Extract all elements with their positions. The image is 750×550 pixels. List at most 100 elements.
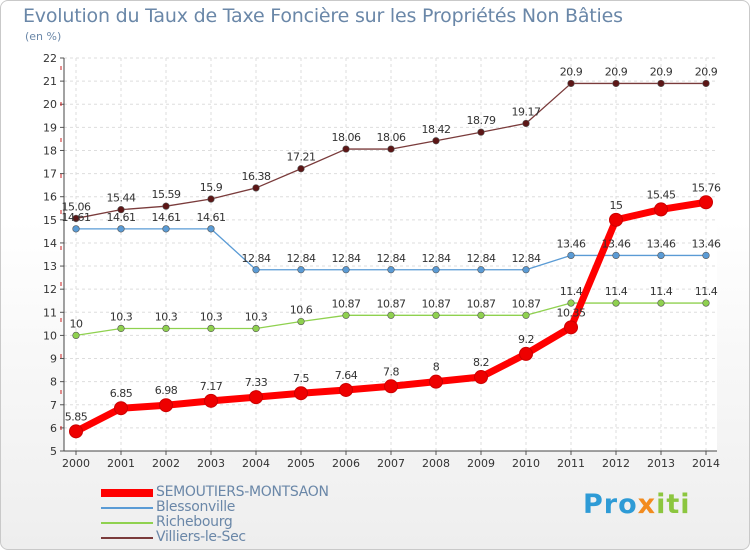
data-point xyxy=(342,266,350,274)
data-point xyxy=(609,212,623,227)
y-tick-label: 5 xyxy=(50,445,57,458)
series-richebourg xyxy=(72,299,710,340)
legend-swatch xyxy=(101,522,153,524)
legend-swatch xyxy=(101,507,153,509)
data-point xyxy=(657,299,665,307)
data-label: 15.45 xyxy=(647,188,676,201)
data-point xyxy=(432,266,440,274)
data-point xyxy=(207,225,215,233)
data-point xyxy=(522,119,530,128)
data-point xyxy=(519,346,533,361)
data-point xyxy=(564,320,578,335)
x-tick-label: 2001 xyxy=(107,457,135,470)
data-point xyxy=(522,266,530,274)
y-tick-label: 12 xyxy=(43,283,57,296)
y-tick-label: 6 xyxy=(50,422,57,435)
data-label: 15.06 xyxy=(62,200,91,213)
data-point xyxy=(69,424,83,439)
data-label: 12.84 xyxy=(377,252,406,265)
legend-swatch xyxy=(101,537,153,539)
data-label: 10.87 xyxy=(422,297,451,310)
data-point xyxy=(162,324,170,333)
data-label: 10.87 xyxy=(332,297,361,310)
data-point xyxy=(567,251,575,260)
data-point xyxy=(387,266,395,274)
data-label: 11.4 xyxy=(650,285,673,298)
y-tick-label: 16 xyxy=(43,191,57,204)
data-label: 10.3 xyxy=(200,310,223,323)
data-point xyxy=(252,266,260,274)
data-label: 15.59 xyxy=(152,188,181,201)
legend-label: SEMOUTIERS-MONTSAON xyxy=(156,484,329,500)
data-label: 11.4 xyxy=(605,285,628,298)
data-label: 10.6 xyxy=(290,304,313,317)
data-label: 5.85 xyxy=(65,410,88,423)
data-point xyxy=(522,311,530,319)
data-label: 15.44 xyxy=(107,192,136,205)
x-tick-label: 2007 xyxy=(377,457,405,470)
data-label: 7.64 xyxy=(335,369,358,382)
data-label: 20.9 xyxy=(560,65,583,78)
data-label: 10.3 xyxy=(245,310,268,323)
data-point xyxy=(477,311,485,319)
data-point xyxy=(114,401,128,416)
data-point xyxy=(339,382,353,397)
data-label: 14.61 xyxy=(152,211,181,224)
data-point xyxy=(432,137,440,145)
data-label-layer: 5.85 6.85 6.98 7.17 7.33 7.5 7.64 7.8 8 8.2 9.2 10.… xyxy=(62,65,722,423)
data-label: 7.5 xyxy=(293,372,309,385)
y-tick-label: 21 xyxy=(43,75,57,88)
data-label: 8.2 xyxy=(473,356,489,369)
legend-label: Blessonville xyxy=(156,499,236,515)
x-tick-label: 2013 xyxy=(647,457,675,470)
data-label: 17.21 xyxy=(287,151,316,164)
data-label: 16.38 xyxy=(242,170,271,183)
y-tick-label: 15 xyxy=(43,214,57,227)
data-point xyxy=(429,374,443,389)
data-label: 20.9 xyxy=(605,65,628,78)
data-point xyxy=(702,251,710,260)
data-label: 14.61 xyxy=(197,211,226,224)
data-label: 15 xyxy=(610,199,623,212)
data-point xyxy=(567,299,575,307)
data-point xyxy=(252,184,260,192)
y-tick-label: 9 xyxy=(50,353,57,366)
data-point xyxy=(384,379,398,394)
logo-part-2: x xyxy=(637,489,657,520)
legend-label: Villiers-le-Sec xyxy=(156,529,246,545)
data-point xyxy=(657,251,665,260)
x-tick-label: 2008 xyxy=(422,457,450,470)
data-label: 13.46 xyxy=(692,237,721,250)
proxiti-logo: Proxiti xyxy=(583,489,691,520)
data-point xyxy=(72,214,80,223)
data-point xyxy=(612,299,620,307)
x-tick-label: 2009 xyxy=(467,457,495,470)
data-label: 10.87 xyxy=(377,297,406,310)
data-point xyxy=(294,386,308,401)
data-point xyxy=(387,145,395,153)
data-point xyxy=(162,225,170,233)
series-layer xyxy=(69,79,713,439)
data-label: 13.46 xyxy=(647,237,676,250)
data-label: 15.76 xyxy=(692,181,721,194)
data-label: 7.33 xyxy=(245,376,268,389)
data-label: 6.98 xyxy=(155,384,178,397)
x-tick-label: 2014 xyxy=(692,457,720,470)
data-label: 14.61 xyxy=(62,211,91,224)
data-point xyxy=(249,390,263,405)
data-point xyxy=(162,202,170,210)
data-label: 12.84 xyxy=(332,252,361,265)
series-semoutiers-montsaon xyxy=(69,195,713,439)
y-tick-label: 17 xyxy=(43,168,57,181)
chart-title: Evolution du Taux de Taxe Foncière sur l… xyxy=(23,5,623,27)
data-label: 12.84 xyxy=(242,252,271,265)
data-point xyxy=(72,225,80,233)
series-villiers-le-sec xyxy=(72,79,710,223)
data-label: 8 xyxy=(433,361,440,374)
data-label: 10.87 xyxy=(467,297,496,310)
axis-layer: 5 6 7 8 9 10 11 12 13 14 15 16 17 18 19 20 21 22 2000 2001 2… xyxy=(43,52,720,470)
unit-label: (en %) xyxy=(25,30,62,43)
data-point xyxy=(342,145,350,153)
x-tick-label: 2006 xyxy=(332,457,360,470)
